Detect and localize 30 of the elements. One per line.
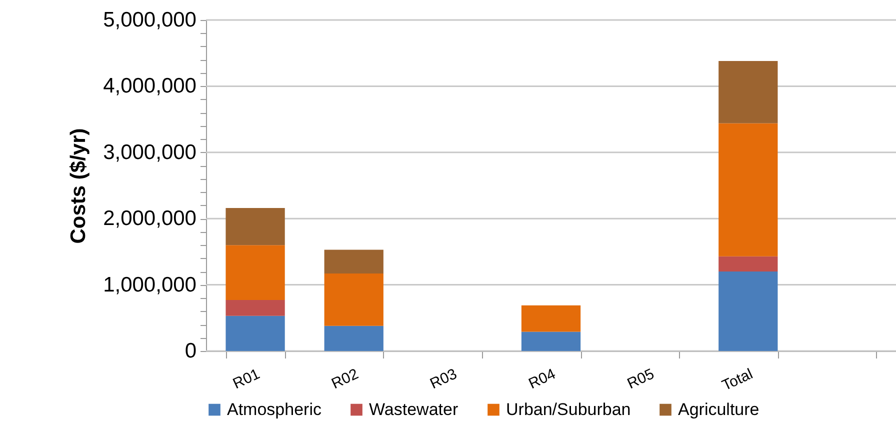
y-axis-title: Costs ($/yr)	[67, 128, 90, 244]
bar	[521, 305, 581, 332]
y-tick-label: 0	[184, 340, 196, 362]
bar	[718, 272, 778, 351]
x-tick-label: R01	[230, 366, 263, 393]
y-tick-label: 4,000,000	[103, 74, 196, 98]
bar	[226, 208, 285, 246]
bar	[718, 61, 778, 124]
y-tick-label: 3,000,000	[103, 140, 196, 164]
bar	[324, 326, 384, 351]
bar	[718, 123, 778, 256]
bar	[521, 332, 581, 351]
x-tick-label: R03	[428, 366, 460, 393]
bar	[324, 250, 384, 274]
legend-label: Agriculture	[678, 400, 760, 419]
x-tick-label: R04	[526, 366, 558, 393]
x-tick-label: Total	[720, 366, 756, 394]
bar	[226, 300, 285, 316]
legend-label: Atmospheric	[227, 400, 322, 419]
bar	[718, 256, 778, 272]
bar	[226, 316, 285, 351]
bar	[324, 274, 384, 326]
y-tick-label: 2,000,000	[103, 207, 196, 230]
bar	[226, 245, 285, 300]
legend-label: Wastewater	[369, 400, 458, 419]
x-tick-label: R02	[328, 366, 362, 393]
x-tick-label: R05	[624, 366, 657, 393]
y-tick-label: 1,000,000	[103, 273, 196, 296]
legend-label: Urban/Suburban	[506, 400, 631, 419]
y-tick-label: 5,000,000	[103, 8, 196, 32]
